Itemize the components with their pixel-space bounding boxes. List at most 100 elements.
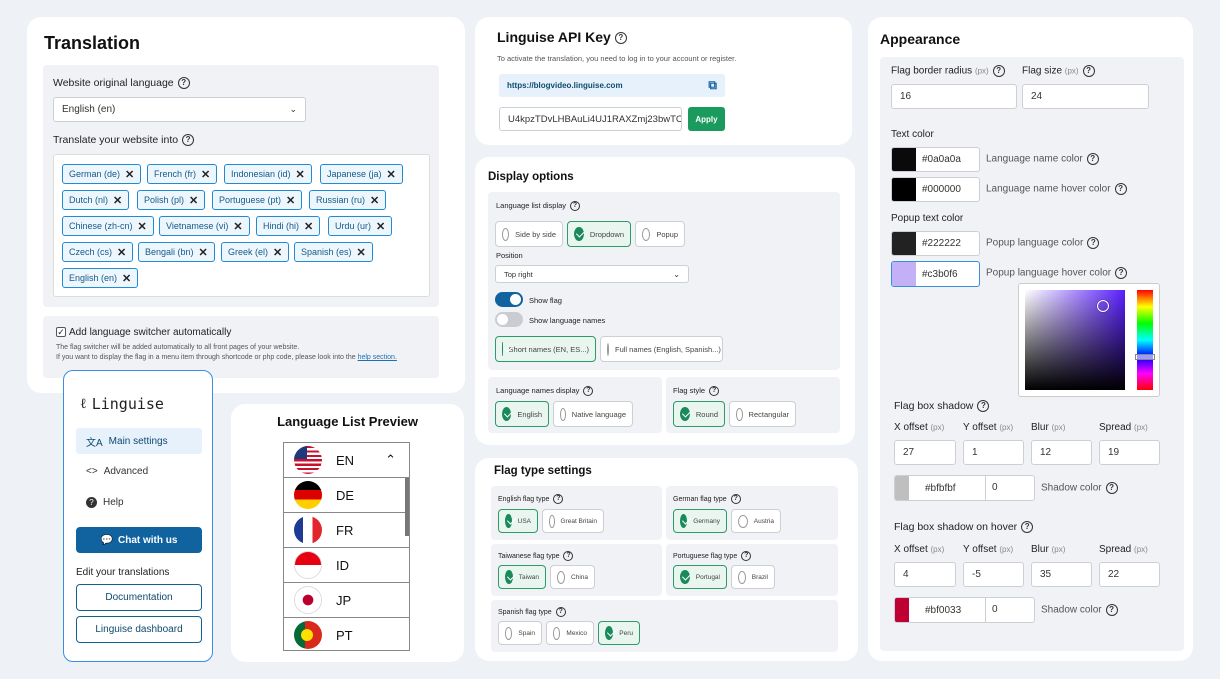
close-icon[interactable]: ✕ bbox=[125, 168, 135, 181]
help-icon[interactable]: ? bbox=[570, 201, 581, 212]
close-icon[interactable]: ✕ bbox=[286, 194, 296, 207]
hover-blur-input[interactable]: 35 bbox=[1031, 562, 1092, 587]
site-url-field[interactable]: https://blogvideo.linguise.com ⧉ bbox=[499, 74, 725, 97]
color-picker-popup[interactable] bbox=[1018, 283, 1160, 397]
option-mexico[interactable]: Mexico bbox=[546, 621, 594, 645]
close-icon[interactable]: ✕ bbox=[113, 194, 123, 207]
shadow-blur-input[interactable]: 12 bbox=[1031, 440, 1092, 465]
language-tag[interactable]: Russian (ru) ✕ bbox=[309, 190, 387, 210]
help-icon[interactable]: ? bbox=[583, 386, 594, 397]
language-tag[interactable]: Polish (pl) ✕ bbox=[137, 190, 206, 210]
language-tag[interactable]: Japanese (ja) ✕ bbox=[320, 164, 403, 184]
option-spain[interactable]: Spain bbox=[498, 621, 542, 645]
language-tag[interactable]: Hindi (hi) ✕ bbox=[256, 216, 321, 236]
shadow-color-picker[interactable]: #bfbfbf 0 bbox=[894, 475, 1035, 501]
help-icon[interactable]: ? bbox=[977, 400, 990, 413]
language-tag[interactable]: Chinese (zh-cn) ✕ bbox=[62, 216, 154, 236]
option-side-by-side[interactable]: Side by side bbox=[495, 221, 563, 247]
show-names-toggle[interactable] bbox=[495, 312, 523, 327]
help-icon[interactable]: ? bbox=[1082, 65, 1095, 77]
option-native[interactable]: Native language bbox=[553, 401, 633, 427]
shadow-spread-input[interactable]: 19 bbox=[1099, 440, 1160, 465]
help-icon[interactable]: ? bbox=[1115, 267, 1128, 279]
close-icon[interactable]: ✕ bbox=[122, 272, 132, 285]
help-icon[interactable]: ? bbox=[614, 32, 627, 45]
option-brazil[interactable]: Brazil bbox=[731, 565, 775, 589]
help-icon[interactable]: ? bbox=[1021, 521, 1034, 534]
border-radius-input[interactable]: 16 bbox=[891, 84, 1017, 109]
scrollbar[interactable] bbox=[405, 478, 409, 536]
list-item[interactable]: PT bbox=[284, 618, 409, 650]
language-tag[interactable]: Vietnamese (vi) ✕ bbox=[159, 216, 250, 236]
list-item[interactable]: EN ⌃ bbox=[284, 443, 409, 478]
close-icon[interactable]: ✕ bbox=[189, 194, 199, 207]
help-icon[interactable]: ? bbox=[1086, 153, 1099, 165]
documentation-button[interactable]: Documentation bbox=[76, 584, 202, 611]
auto-switcher-checkbox[interactable]: ✓ bbox=[56, 327, 66, 337]
original-language-select[interactable]: English (en) ⌄ bbox=[53, 97, 306, 122]
sidebar-item-help[interactable]: ? Help bbox=[76, 489, 202, 515]
help-icon[interactable]: ? bbox=[730, 494, 741, 504]
close-icon[interactable]: ✕ bbox=[198, 246, 208, 259]
option-rectangular[interactable]: Rectangular bbox=[729, 401, 796, 427]
color-handle[interactable] bbox=[1097, 300, 1109, 312]
option-taiwan[interactable]: Taiwan bbox=[498, 565, 546, 589]
option-dropdown[interactable]: Dropdown bbox=[567, 221, 631, 247]
language-tag[interactable]: Spanish (es) ✕ bbox=[294, 242, 373, 262]
list-item[interactable]: ID bbox=[284, 548, 409, 583]
close-icon[interactable]: ✕ bbox=[386, 168, 396, 181]
help-icon[interactable]: ? bbox=[555, 607, 566, 617]
name-color-picker[interactable]: #0a0a0a bbox=[891, 147, 980, 172]
language-list-preview[interactable]: EN ⌃ DE FR ID JP PT bbox=[283, 442, 410, 651]
close-icon[interactable]: ✕ bbox=[233, 220, 243, 233]
option-round[interactable]: Round bbox=[673, 401, 725, 427]
close-icon[interactable]: ✕ bbox=[356, 246, 366, 259]
hover-opacity-input[interactable]: 0 bbox=[985, 598, 1034, 622]
popup-color-picker[interactable]: #222222 bbox=[891, 231, 980, 256]
language-tag[interactable]: English (en) ✕ bbox=[62, 268, 139, 288]
option-china[interactable]: China bbox=[550, 565, 595, 589]
help-icon[interactable]: ? bbox=[741, 551, 752, 561]
copy-icon[interactable]: ⧉ bbox=[708, 78, 717, 92]
option-austria[interactable]: Austria bbox=[731, 509, 781, 533]
option-popup[interactable]: Popup bbox=[635, 221, 685, 247]
option-english[interactable]: English bbox=[495, 401, 549, 427]
close-icon[interactable]: ✕ bbox=[370, 194, 380, 207]
list-item[interactable]: JP bbox=[284, 583, 409, 618]
shadow-x-input[interactable]: 27 bbox=[894, 440, 956, 465]
close-icon[interactable]: ✕ bbox=[376, 220, 386, 233]
close-icon[interactable]: ✕ bbox=[137, 220, 147, 233]
option-peru[interactable]: Peru bbox=[598, 621, 640, 645]
close-icon[interactable]: ✕ bbox=[304, 220, 314, 233]
dashboard-button[interactable]: Linguise dashboard bbox=[76, 616, 202, 643]
language-tag[interactable]: German (de) ✕ bbox=[62, 164, 142, 184]
hover-x-input[interactable]: 4 bbox=[894, 562, 956, 587]
list-item[interactable]: DE bbox=[284, 478, 409, 513]
position-select[interactable]: Top right ⌄ bbox=[495, 265, 689, 283]
hue-slider[interactable] bbox=[1137, 290, 1153, 390]
saturation-area[interactable] bbox=[1025, 290, 1125, 390]
option-portugal[interactable]: Portugal bbox=[673, 565, 727, 589]
hover-y-input[interactable]: -5 bbox=[963, 562, 1024, 587]
language-tag[interactable]: Bengali (bn) ✕ bbox=[138, 242, 215, 262]
language-tag[interactable]: Indonesian (id) ✕ bbox=[224, 164, 312, 184]
help-icon[interactable]: ? bbox=[1114, 183, 1127, 195]
language-tag[interactable]: Czech (cs) ✕ bbox=[62, 242, 134, 262]
apply-button[interactable]: Apply bbox=[688, 107, 725, 131]
language-tag[interactable]: Urdu (ur) ✕ bbox=[328, 216, 393, 236]
option-usa[interactable]: USA bbox=[498, 509, 538, 533]
option-full-names[interactable]: Full names (English, Spanish...) bbox=[600, 336, 723, 362]
api-key-input[interactable]: U4kpzTDvLHBAuLi4UJ1RAXZmj23bwTCu bbox=[499, 107, 682, 131]
sidebar-item-advanced[interactable]: <> Advanced bbox=[86, 465, 149, 477]
hover-color-picker[interactable]: #000000 bbox=[891, 177, 980, 202]
shadow-y-input[interactable]: 1 bbox=[963, 440, 1024, 465]
help-icon[interactable]: ? bbox=[553, 494, 564, 504]
hue-handle[interactable] bbox=[1135, 354, 1155, 360]
language-tag[interactable]: Dutch (nl) ✕ bbox=[62, 190, 130, 210]
help-icon[interactable]: ? bbox=[563, 551, 574, 561]
close-icon[interactable]: ✕ bbox=[201, 168, 211, 181]
language-tag[interactable]: French (fr) ✕ bbox=[147, 164, 218, 184]
help-icon[interactable]: ? bbox=[992, 65, 1005, 77]
close-icon[interactable]: ✕ bbox=[295, 168, 305, 181]
hover-spread-input[interactable]: 22 bbox=[1099, 562, 1160, 587]
